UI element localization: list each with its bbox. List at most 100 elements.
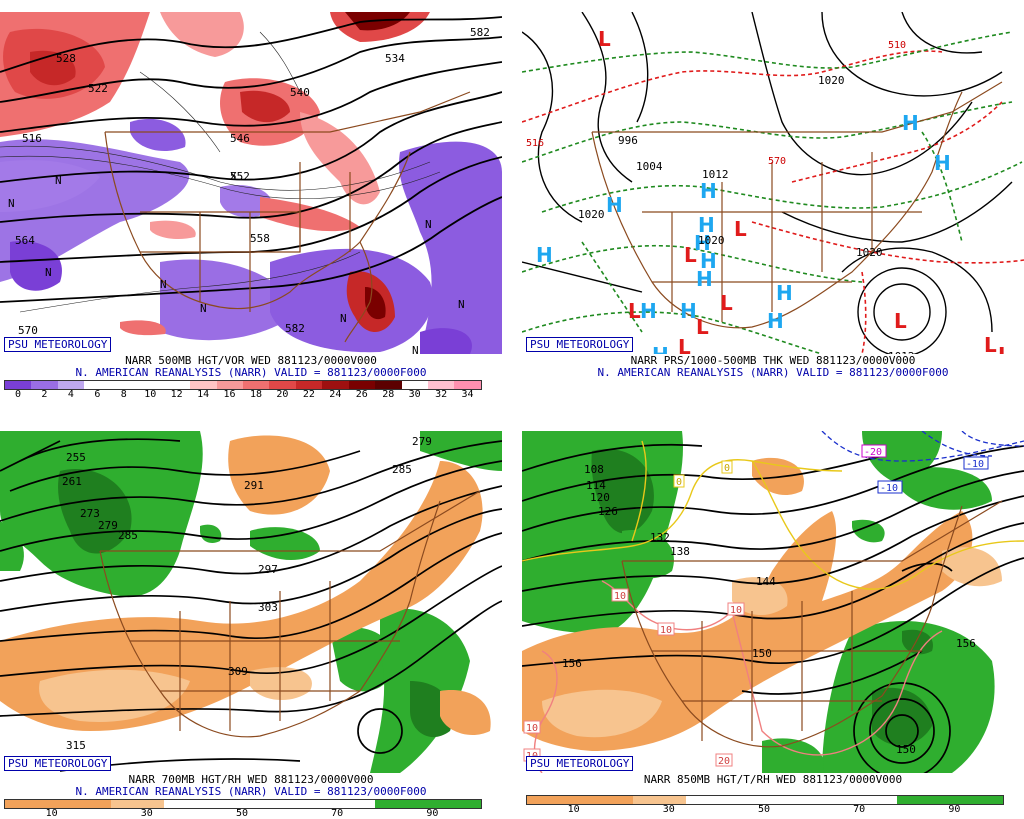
colorbar-segment (163, 800, 217, 808)
high-pressure-marker: H (680, 299, 697, 323)
high-pressure-marker: H (640, 299, 657, 323)
high-pressure-marker: H (696, 267, 713, 291)
colorbar-segment (322, 800, 376, 808)
isobar-label: 1012 (702, 168, 729, 181)
colorbar-tick-label: 10 (567, 804, 580, 815)
contour-label: 516 (22, 132, 42, 145)
psu-credit: PSU METEOROLOGY (4, 337, 112, 352)
colorbar-segment (454, 381, 481, 389)
colorbar-segment (428, 800, 481, 808)
vor-min-marker: N (340, 312, 347, 325)
colorbar-segment (579, 796, 633, 804)
high-pressure-marker: H (652, 343, 669, 354)
colorbar-segment (401, 381, 428, 389)
colorbar-segment (216, 800, 270, 808)
contour-label: 528 (56, 52, 76, 65)
svg-text:20: 20 (718, 756, 730, 767)
low-pressure-marker: L (984, 333, 997, 354)
vor-max-marker: X (230, 170, 237, 183)
temp-label-20c: 20 (715, 753, 733, 767)
low-pressure-marker: L (696, 315, 709, 339)
temp-label-10c: 10 (657, 622, 675, 636)
colorbar-tick-label: 12 (170, 389, 183, 400)
high-pressure-marker: H (536, 243, 553, 267)
high-pressure-marker: H (606, 193, 623, 217)
rh700-map: 255 261 273 279 285 291 297 303 309 315 … (0, 431, 502, 773)
colorbar-segment (375, 800, 428, 808)
low-pressure-marker: L (734, 217, 747, 241)
rh700-map-svg: 255 261 273 279 285 291 297 303 309 315 … (0, 431, 502, 773)
panel-title: NARR 500MB HGT/VOR WED 881123/0000V000 (125, 354, 377, 367)
temp-label-10c: 10 (611, 588, 629, 602)
isobar-label: 1012 (888, 350, 915, 354)
high-pressure-marker: H (934, 151, 951, 175)
contour-label: 570 (18, 324, 38, 337)
colorbar-segment (738, 796, 792, 804)
contour-label: 303 (258, 601, 278, 614)
colorbar-segment (295, 381, 323, 389)
colorbar-tick-label: 70 (331, 808, 344, 819)
svg-text:0: 0 (676, 477, 682, 488)
contour-label: 120 (590, 491, 610, 504)
rh850-map: 108 114 120 126 132 138 144 150 156 150 … (522, 431, 1024, 773)
contour-label: 297 (258, 563, 278, 576)
colorbar-tick-label: 16 (223, 389, 236, 400)
temp-label-minus20c: -20 (861, 444, 887, 458)
colorbar-segment (216, 381, 243, 389)
temp-label-10c: 10 (727, 602, 745, 616)
temp-label-minus10c: -10 (877, 480, 903, 494)
contour-label: 150 (752, 647, 772, 660)
isobar-label: 1020 (818, 74, 845, 87)
colorbar-tick-label: 24 (329, 389, 342, 400)
colorbar-segment (110, 800, 164, 808)
contour-label: 558 (250, 232, 270, 245)
vor-min-marker: N (458, 298, 465, 311)
rh-colorbar (526, 795, 1004, 805)
colorbar-tick-label: 22 (302, 389, 315, 400)
contour-label: 564 (15, 234, 35, 247)
vor-min-marker: N (200, 302, 207, 315)
colorbar-segment (110, 381, 138, 389)
contour-label: 126 (598, 505, 618, 518)
isobar-label: 1020 (578, 208, 605, 221)
svg-text:10: 10 (526, 723, 538, 734)
vorticity-map-svg: N N N N N N N N N X 528 522 516 534 540 … (0, 12, 502, 354)
rh-colorbar-ticks: 10 30 50 70 90 (4, 808, 500, 819)
low-pressure-marker: L (628, 299, 641, 323)
colorbar-tick-label: 28 (382, 389, 395, 400)
vor-min-marker: N (425, 218, 432, 231)
psu-credit: PSU METEOROLOGY (526, 337, 634, 352)
colorbar-segment (322, 381, 349, 389)
low-pressure-marker: L (684, 243, 697, 267)
thickness-label: 516 (526, 138, 544, 149)
colorbar-tick-label: 30 (140, 808, 153, 819)
colorbar-tick-label: 90 (948, 804, 961, 815)
panel-title: NARR PRS/1000-500MB THK WED 881123/0000V… (630, 354, 916, 367)
contour-label: 291 (244, 479, 264, 492)
colorbar-segment (527, 796, 580, 804)
psu-credit: PSU METEOROLOGY (526, 756, 634, 771)
colorbar-tick-label: 18 (249, 389, 263, 400)
panel-valid-line: N. AMERICAN REANALYSIS (NARR) VALID = 88… (75, 785, 427, 798)
vor-min-marker: N (160, 278, 167, 291)
colorbar-segment (31, 381, 58, 389)
colorbar-tick-label: 30 (662, 804, 675, 815)
colorbar-segment (685, 796, 739, 804)
low-pressure-marker: L (678, 335, 691, 354)
colorbar-tick-label: 32 (435, 389, 448, 400)
contour-label: 546 (230, 132, 250, 145)
colorbar-segment (5, 800, 58, 808)
colorbar-segment (632, 796, 686, 804)
colorbar-tick-label: 30 (408, 389, 421, 400)
pressure-map: H H H H H H H H H H H H H H L L L L L (522, 12, 1024, 354)
contour-label: 273 (80, 507, 100, 520)
contour-label: 114 (586, 479, 606, 492)
colorbar-segment (897, 796, 950, 804)
contour-label: 138 (670, 545, 690, 558)
colorbar-segment (950, 796, 1003, 804)
colorbar-tick-label: 50 (235, 808, 249, 819)
contour-label: 156 (562, 657, 582, 670)
panel-title: NARR 850MB HGT/T/RH WED 881123/0000V000 (643, 773, 903, 786)
svg-text:0: 0 (724, 463, 730, 474)
colorbar-segment (163, 381, 191, 389)
